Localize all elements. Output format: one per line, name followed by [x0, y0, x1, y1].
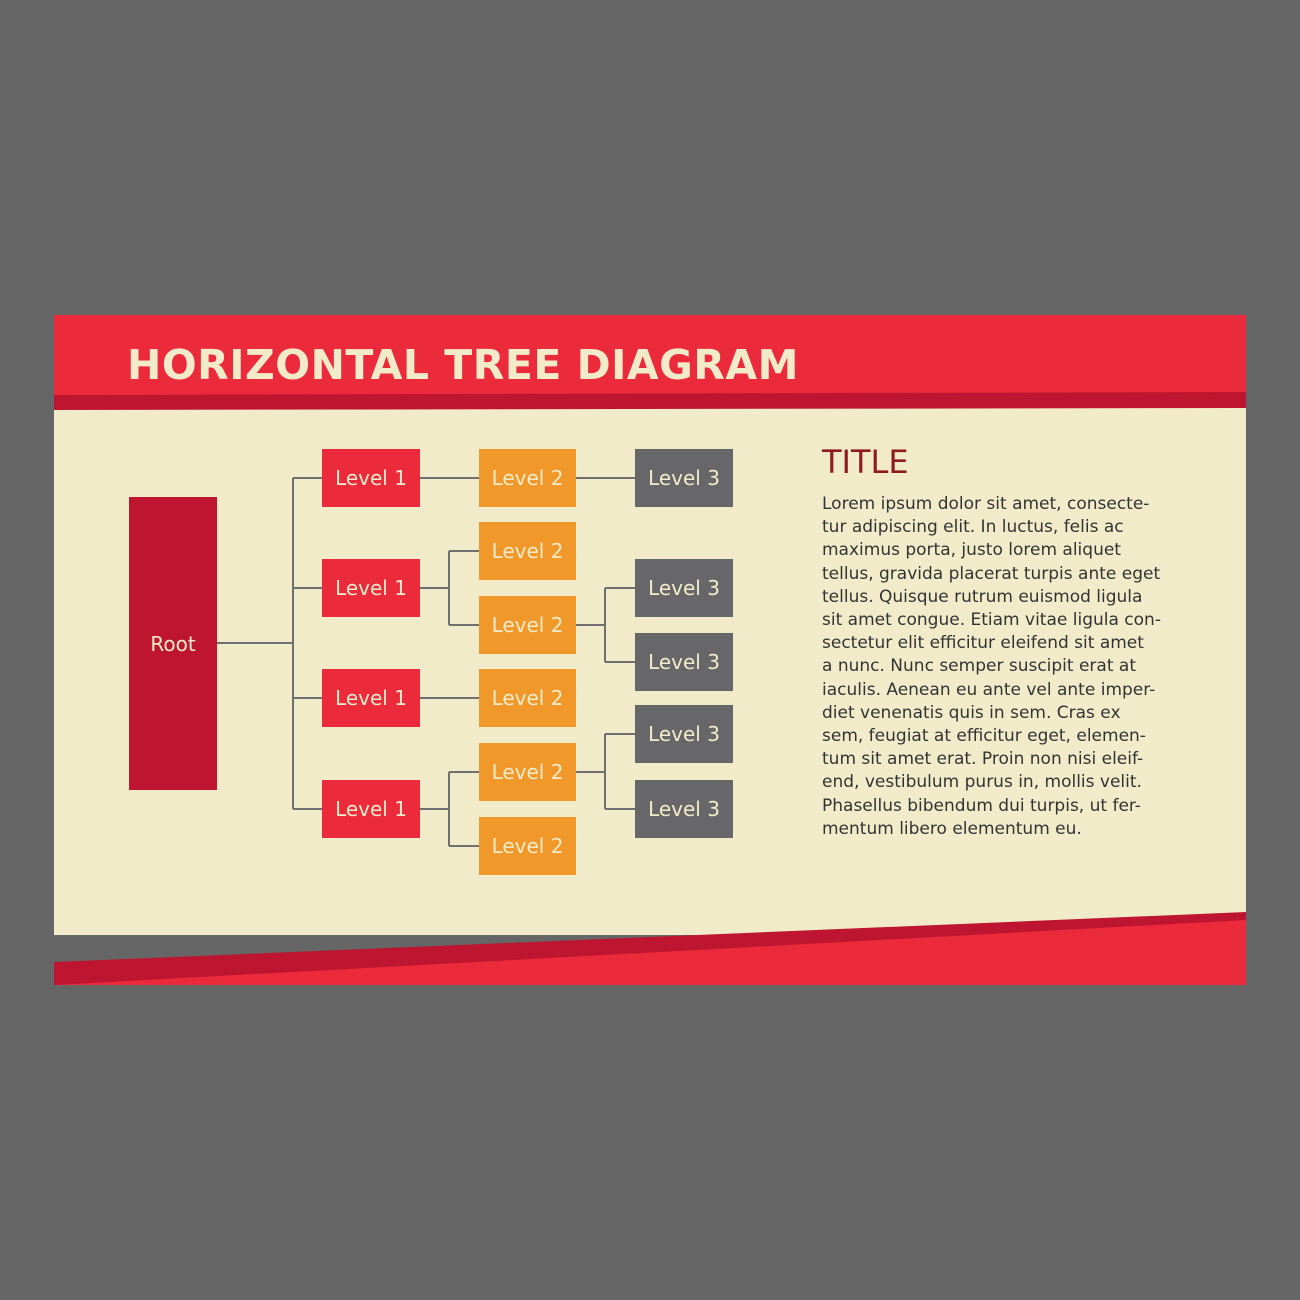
- tree-node-level3: Level 3: [635, 780, 733, 838]
- tree-node-level2: Level 2: [479, 743, 576, 801]
- body-line: a nunc. Nunc semper suscipit erat at: [822, 656, 1136, 677]
- side-title: TITLE: [822, 443, 909, 481]
- body-line: Phasellus bibendum dui turpis, ut fer-: [822, 795, 1141, 816]
- tree-node-level1: Level 1: [322, 449, 420, 507]
- body-line: Lorem ipsum dolor sit amet, consecte-: [822, 494, 1150, 514]
- footer-band: [54, 920, 1246, 985]
- tree-node-level3: Level 3: [635, 633, 733, 691]
- header-band: [54, 315, 1246, 395]
- tree-node-level1: Level 1: [322, 669, 420, 727]
- body-line: end, vestibulum purus in, mollis velit.: [822, 772, 1142, 793]
- body-line: tellus, gravida placerat turpis ante ege…: [822, 563, 1161, 584]
- tree-node-level2: Level 2: [479, 449, 576, 507]
- body-line: sit amet congue. Etiam vitae ligula con-: [822, 610, 1161, 631]
- body-line: maximus porta, justo lorem aliquet: [822, 540, 1121, 561]
- body-line: tum sit amet erat. Proin non nisi eleif-: [822, 749, 1144, 770]
- tree-node-level3: Level 3: [635, 449, 733, 507]
- tree-connectors: [217, 477, 635, 847]
- body-line: sem, feugiat at efficitur eget, elemen-: [822, 726, 1146, 747]
- body-line: tellus. Quisque rutrum euismod ligula: [822, 586, 1143, 607]
- tree-node-level3: Level 3: [635, 559, 733, 617]
- tree-node-level2: Level 2: [479, 522, 576, 580]
- slide-title: HORIZONTAL TREE DIAGRAM: [127, 341, 799, 389]
- body-line: mentum libero elementum eu.: [822, 818, 1082, 839]
- header-stripe-dark: [54, 390, 1246, 410]
- tree-node-level1: Level 1: [322, 559, 420, 617]
- tree-node-root: Root: [129, 497, 217, 790]
- body-line: sectetur elit efficitur eleifend sit ame…: [822, 633, 1144, 654]
- tree-node-level1: Level 1: [322, 780, 420, 838]
- body-line: iaculis. Aenean eu ante vel ante imper-: [822, 679, 1156, 700]
- body-line: diet venenatis quis in sem. Cras ex: [822, 702, 1121, 723]
- tree-node-level2: Level 2: [479, 669, 576, 727]
- body-line: tur adipiscing elit. In luctus, felis ac: [822, 517, 1124, 538]
- tree-node-level2: Level 2: [479, 817, 576, 875]
- side-body-text: Lorem ipsum dolor sit amet, consecte- tu…: [822, 493, 1182, 841]
- tree-node-level2: Level 2: [479, 596, 576, 654]
- header-stripe-light: [54, 385, 1246, 395]
- tree-node-level3: Level 3: [635, 705, 733, 763]
